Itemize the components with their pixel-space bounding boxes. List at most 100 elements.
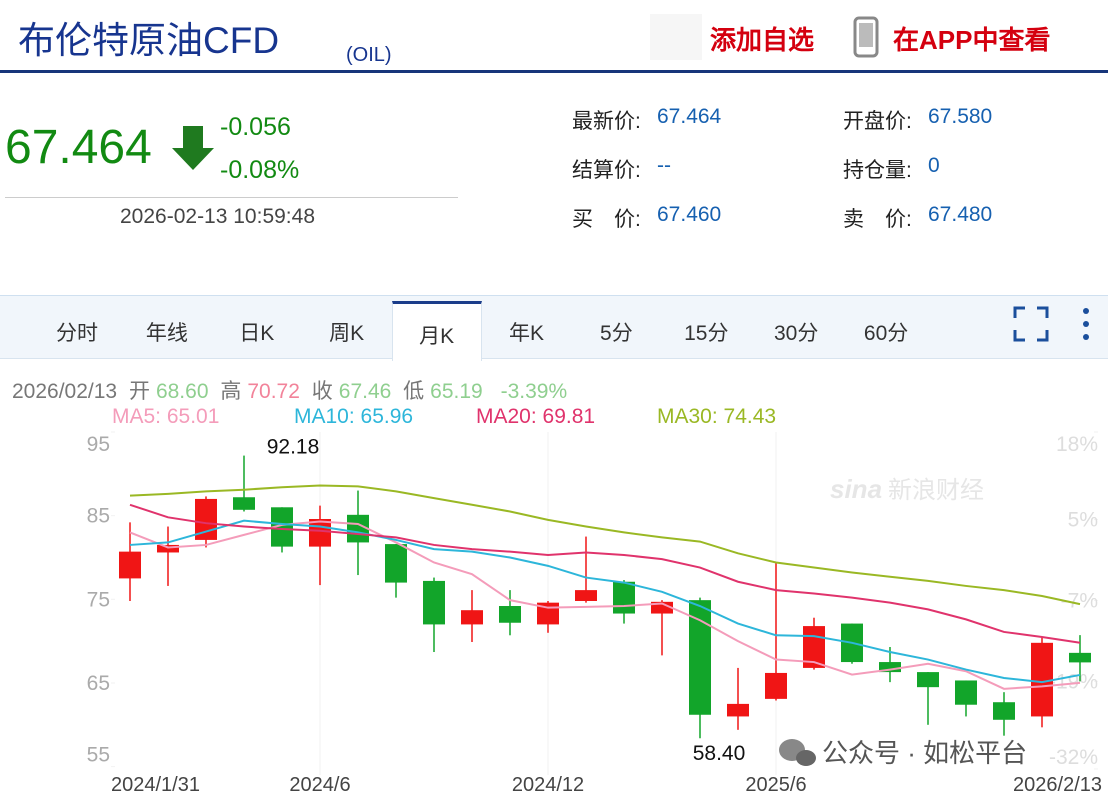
candle-body xyxy=(119,551,141,579)
fullscreen-icon[interactable] xyxy=(1013,306,1049,342)
button-bg xyxy=(650,14,702,60)
field-value: 67.460 xyxy=(657,203,722,226)
app-button[interactable]: 在APP中查看 xyxy=(893,25,1051,55)
field-value: 67.580 xyxy=(928,105,993,128)
separator xyxy=(5,197,458,198)
y-tick-label: 55 xyxy=(87,744,110,767)
field-value: 67.464 xyxy=(657,105,722,128)
title: 布伦特原油CFD xyxy=(18,20,280,61)
info-label: 开 xyxy=(128,380,150,403)
tab[interactable]: 日K xyxy=(239,322,275,345)
price: 67.464 xyxy=(5,121,152,174)
y-tick-label: 95 xyxy=(87,433,110,456)
candle-body xyxy=(423,580,445,625)
watermark-wechat: 公众号 · 如松平台 xyxy=(822,738,1027,768)
candle-body xyxy=(689,600,711,715)
candle-body xyxy=(233,497,255,510)
add-button[interactable]: 添加自选 xyxy=(710,25,815,55)
y-tick-label: 65 xyxy=(87,672,110,695)
x-tick-label: 2024/1/31 xyxy=(111,774,200,796)
field-label: 买 价: xyxy=(572,208,641,231)
code: (OIL) xyxy=(346,44,392,66)
change-pct: -0.08% xyxy=(220,156,300,184)
info-value: 67.46 xyxy=(338,380,392,403)
info-value: -3.39% xyxy=(500,380,568,403)
y-tick-label: 85 xyxy=(87,505,110,528)
info-label: 低 xyxy=(403,380,425,403)
tab[interactable]: 分时 xyxy=(56,322,98,345)
info-value: 68.60 xyxy=(155,380,209,403)
tab[interactable]: 15分 xyxy=(684,322,729,345)
divider xyxy=(0,70,1108,73)
info-label: 收 xyxy=(311,380,333,403)
x-tick-label: 2024/6 xyxy=(289,774,350,796)
candle-body xyxy=(917,672,939,688)
y2-tick-label: 18% xyxy=(1056,433,1098,456)
down-arrow xyxy=(172,126,214,170)
active-tab xyxy=(392,301,482,361)
field-label: 持仓量: xyxy=(843,159,912,182)
y2-tick-label: -7% xyxy=(1061,589,1098,612)
candle-body xyxy=(727,703,749,717)
tab[interactable]: 60分 xyxy=(863,322,909,345)
candle-body xyxy=(461,610,483,625)
y2-tick-label: -32% xyxy=(1049,746,1098,769)
candle-body xyxy=(1031,642,1053,717)
ma-line xyxy=(129,503,1081,644)
max-label: 92.18 xyxy=(267,436,320,459)
menu-icon[interactable] xyxy=(1080,306,1092,342)
tab[interactable]: 周K xyxy=(329,322,365,345)
candle-body xyxy=(385,544,407,583)
candle-body xyxy=(271,507,293,547)
legend-entry: MA5: 65.01 xyxy=(112,405,220,428)
info-label: 高 xyxy=(220,380,242,403)
candle-body xyxy=(955,680,977,705)
info-line: 2026/02/13 开 68.60 高 70.72 收 67.46 低 65.19 -… xyxy=(12,375,573,405)
field-label: 开盘价: xyxy=(843,110,912,133)
y-tick-label: 75 xyxy=(87,588,110,611)
info-value: 65.19 xyxy=(430,380,483,403)
field-value: -- xyxy=(657,154,671,177)
y2-tick-label: 5% xyxy=(1068,509,1098,532)
tab[interactable]: 5分 xyxy=(600,322,633,345)
candle-body xyxy=(575,590,597,601)
candle-body xyxy=(651,601,673,614)
watermark-brand: 新浪财经 xyxy=(888,477,984,504)
candle-body xyxy=(499,606,521,623)
tab-bar xyxy=(0,295,1108,359)
y2-tick-label: -19% xyxy=(1049,670,1098,693)
legend-entry: MA10: 65.96 xyxy=(294,405,414,428)
x-tick-label: 2025/6 xyxy=(745,774,806,796)
candle-body xyxy=(879,662,901,673)
tab[interactable]: 年线 xyxy=(145,322,188,345)
field-label: 卖 价: xyxy=(843,208,912,231)
candle-body xyxy=(613,581,635,614)
tab[interactable]: 年K xyxy=(508,322,545,345)
legend-entry: MA30: 74.43 xyxy=(657,405,777,428)
time: 2026-02-13 10:59:48 xyxy=(120,205,315,228)
tab[interactable]: 30分 xyxy=(774,322,819,345)
field-value: 67.480 xyxy=(928,203,993,226)
x-tick-label: 2026/2/13 xyxy=(1013,774,1102,796)
candle-body xyxy=(993,702,1015,720)
phone-icon xyxy=(853,16,879,58)
wechat-icon xyxy=(779,739,816,766)
candle-body xyxy=(1069,652,1091,663)
x-tick-label: 2024/12 xyxy=(512,774,584,796)
ma-line xyxy=(129,484,1081,606)
info-value: 70.72 xyxy=(247,380,300,403)
candle-body xyxy=(157,544,179,553)
field-label: 最新价: xyxy=(572,110,641,133)
ma-line xyxy=(129,519,1081,684)
tab[interactable]: 月K xyxy=(419,325,455,348)
candle-body xyxy=(765,672,787,699)
watermark-logo: sina xyxy=(830,474,882,504)
min-label: 58.40 xyxy=(693,742,746,765)
change: -0.056 xyxy=(220,113,291,141)
info-date: 2026/02/13 xyxy=(12,380,118,403)
field-value: 0 xyxy=(928,154,940,177)
field-label: 结算价: xyxy=(572,159,641,182)
legend-entry: MA20: 69.81 xyxy=(476,405,596,428)
